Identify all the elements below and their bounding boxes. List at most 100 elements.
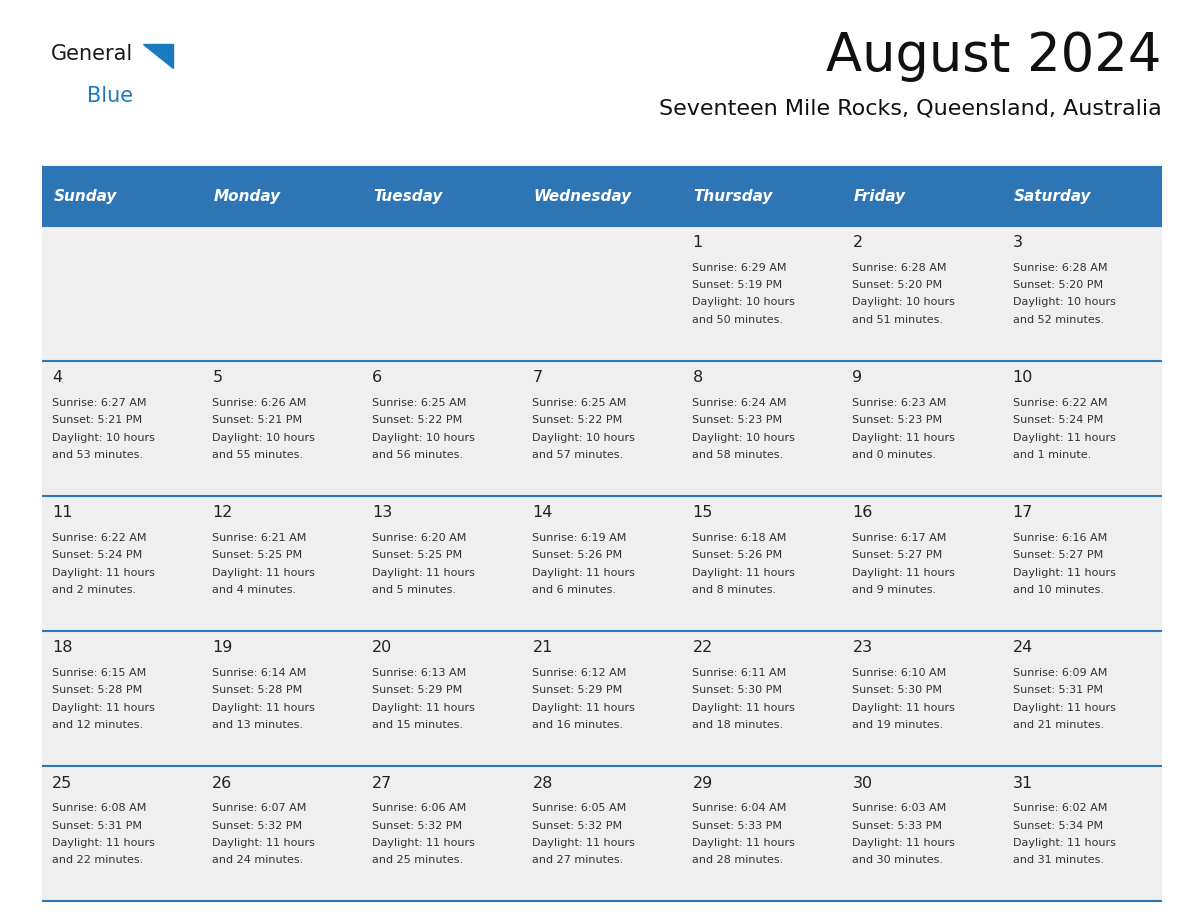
Text: Daylight: 11 hours: Daylight: 11 hours — [372, 703, 475, 712]
Text: and 4 minutes.: and 4 minutes. — [213, 585, 297, 595]
Bar — [42, 226, 1162, 361]
Text: Daylight: 11 hours: Daylight: 11 hours — [1012, 838, 1116, 848]
Text: Daylight: 11 hours: Daylight: 11 hours — [372, 567, 475, 577]
Bar — [42, 168, 202, 226]
Text: 21: 21 — [532, 641, 552, 655]
Text: and 52 minutes.: and 52 minutes. — [1012, 315, 1104, 325]
Bar — [842, 168, 1001, 226]
Text: Daylight: 11 hours: Daylight: 11 hours — [52, 838, 156, 848]
Text: Sunrise: 6:29 AM: Sunrise: 6:29 AM — [693, 263, 786, 273]
Text: Daylight: 11 hours: Daylight: 11 hours — [853, 838, 955, 848]
Text: Sunrise: 6:26 AM: Sunrise: 6:26 AM — [213, 397, 307, 408]
Text: August 2024: August 2024 — [827, 30, 1162, 83]
Text: and 19 minutes.: and 19 minutes. — [853, 721, 943, 730]
Text: Sunset: 5:23 PM: Sunset: 5:23 PM — [693, 415, 783, 425]
Text: and 13 minutes.: and 13 minutes. — [213, 721, 303, 730]
Text: Sunset: 5:31 PM: Sunset: 5:31 PM — [52, 821, 143, 831]
Text: Sunset: 5:28 PM: Sunset: 5:28 PM — [213, 686, 303, 695]
Text: Daylight: 11 hours: Daylight: 11 hours — [52, 567, 156, 577]
Text: Sunrise: 6:21 AM: Sunrise: 6:21 AM — [213, 532, 307, 543]
Text: and 22 minutes.: and 22 minutes. — [52, 856, 144, 866]
Text: Daylight: 11 hours: Daylight: 11 hours — [213, 567, 315, 577]
Text: Seventeen Mile Rocks, Queensland, Australia: Seventeen Mile Rocks, Queensland, Austra… — [659, 98, 1162, 118]
Text: Sunset: 5:23 PM: Sunset: 5:23 PM — [853, 415, 942, 425]
Text: 1: 1 — [693, 235, 702, 250]
Text: Daylight: 11 hours: Daylight: 11 hours — [853, 703, 955, 712]
Text: and 2 minutes.: and 2 minutes. — [52, 585, 137, 595]
Text: Sunrise: 6:28 AM: Sunrise: 6:28 AM — [853, 263, 947, 273]
Text: Sunset: 5:32 PM: Sunset: 5:32 PM — [213, 821, 303, 831]
Text: 22: 22 — [693, 641, 713, 655]
Text: Sunrise: 6:10 AM: Sunrise: 6:10 AM — [853, 668, 947, 677]
Text: Sunrise: 6:25 AM: Sunrise: 6:25 AM — [372, 397, 467, 408]
Text: 23: 23 — [853, 641, 873, 655]
Text: Daylight: 10 hours: Daylight: 10 hours — [693, 297, 795, 308]
Bar — [361, 168, 522, 226]
Text: 28: 28 — [532, 776, 552, 790]
Text: Sunrise: 6:15 AM: Sunrise: 6:15 AM — [52, 668, 146, 677]
Text: Daylight: 11 hours: Daylight: 11 hours — [1012, 432, 1116, 442]
Text: Sunrise: 6:02 AM: Sunrise: 6:02 AM — [1012, 803, 1107, 813]
Text: and 56 minutes.: and 56 minutes. — [372, 450, 463, 460]
Text: Sunset: 5:24 PM: Sunset: 5:24 PM — [1012, 415, 1102, 425]
Text: Sunset: 5:26 PM: Sunset: 5:26 PM — [693, 550, 783, 560]
Text: and 10 minutes.: and 10 minutes. — [1012, 585, 1104, 595]
Text: 31: 31 — [1012, 776, 1032, 790]
Polygon shape — [143, 44, 173, 68]
Text: Sunrise: 6:25 AM: Sunrise: 6:25 AM — [532, 397, 627, 408]
Text: and 58 minutes.: and 58 minutes. — [693, 450, 784, 460]
Text: Sunrise: 6:04 AM: Sunrise: 6:04 AM — [693, 803, 786, 813]
Text: Daylight: 11 hours: Daylight: 11 hours — [693, 567, 795, 577]
Text: Friday: Friday — [854, 189, 905, 205]
Text: and 1 minute.: and 1 minute. — [1012, 450, 1091, 460]
Text: and 21 minutes.: and 21 minutes. — [1012, 721, 1104, 730]
Text: Daylight: 11 hours: Daylight: 11 hours — [693, 838, 795, 848]
Text: 27: 27 — [372, 776, 392, 790]
Text: Sunrise: 6:13 AM: Sunrise: 6:13 AM — [372, 668, 467, 677]
Text: Daylight: 11 hours: Daylight: 11 hours — [1012, 567, 1116, 577]
Text: 16: 16 — [853, 505, 873, 521]
Text: 15: 15 — [693, 505, 713, 521]
Text: 8: 8 — [693, 370, 702, 386]
Text: Sunrise: 6:09 AM: Sunrise: 6:09 AM — [1012, 668, 1107, 677]
Text: Sunday: Sunday — [53, 189, 116, 205]
Text: Sunrise: 6:12 AM: Sunrise: 6:12 AM — [532, 668, 627, 677]
Text: Sunset: 5:24 PM: Sunset: 5:24 PM — [52, 550, 143, 560]
Text: Daylight: 10 hours: Daylight: 10 hours — [213, 432, 315, 442]
Text: Daylight: 11 hours: Daylight: 11 hours — [532, 838, 636, 848]
Text: and 6 minutes.: and 6 minutes. — [532, 585, 617, 595]
Text: Sunrise: 6:23 AM: Sunrise: 6:23 AM — [853, 397, 947, 408]
Bar — [1001, 168, 1162, 226]
Text: Sunset: 5:22 PM: Sunset: 5:22 PM — [372, 415, 462, 425]
Text: Sunset: 5:33 PM: Sunset: 5:33 PM — [853, 821, 942, 831]
Text: 11: 11 — [52, 505, 72, 521]
Text: Daylight: 11 hours: Daylight: 11 hours — [372, 838, 475, 848]
Text: and 0 minutes.: and 0 minutes. — [853, 450, 936, 460]
Text: Tuesday: Tuesday — [373, 189, 443, 205]
Text: 6: 6 — [372, 370, 383, 386]
Text: 20: 20 — [372, 641, 392, 655]
Text: Sunrise: 6:08 AM: Sunrise: 6:08 AM — [52, 803, 146, 813]
Text: Sunset: 5:29 PM: Sunset: 5:29 PM — [372, 686, 462, 695]
Text: Sunset: 5:32 PM: Sunset: 5:32 PM — [532, 821, 623, 831]
Bar — [202, 168, 361, 226]
Text: 3: 3 — [1012, 235, 1023, 250]
Text: and 15 minutes.: and 15 minutes. — [372, 721, 463, 730]
Bar — [522, 168, 682, 226]
Text: Sunrise: 6:18 AM: Sunrise: 6:18 AM — [693, 532, 786, 543]
Text: Daylight: 10 hours: Daylight: 10 hours — [693, 432, 795, 442]
Text: 18: 18 — [52, 641, 72, 655]
Bar — [42, 767, 1162, 901]
Text: Sunset: 5:32 PM: Sunset: 5:32 PM — [372, 821, 462, 831]
Text: Wednesday: Wednesday — [533, 189, 632, 205]
Text: Sunset: 5:20 PM: Sunset: 5:20 PM — [853, 280, 942, 290]
Text: and 55 minutes.: and 55 minutes. — [213, 450, 303, 460]
Text: Sunrise: 6:03 AM: Sunrise: 6:03 AM — [853, 803, 947, 813]
Text: Daylight: 11 hours: Daylight: 11 hours — [532, 703, 636, 712]
Text: Sunrise: 6:28 AM: Sunrise: 6:28 AM — [1012, 263, 1107, 273]
Text: and 28 minutes.: and 28 minutes. — [693, 856, 784, 866]
Text: Daylight: 11 hours: Daylight: 11 hours — [213, 838, 315, 848]
Text: Sunset: 5:31 PM: Sunset: 5:31 PM — [1012, 686, 1102, 695]
Text: Sunrise: 6:17 AM: Sunrise: 6:17 AM — [853, 532, 947, 543]
Text: and 50 minutes.: and 50 minutes. — [693, 315, 783, 325]
